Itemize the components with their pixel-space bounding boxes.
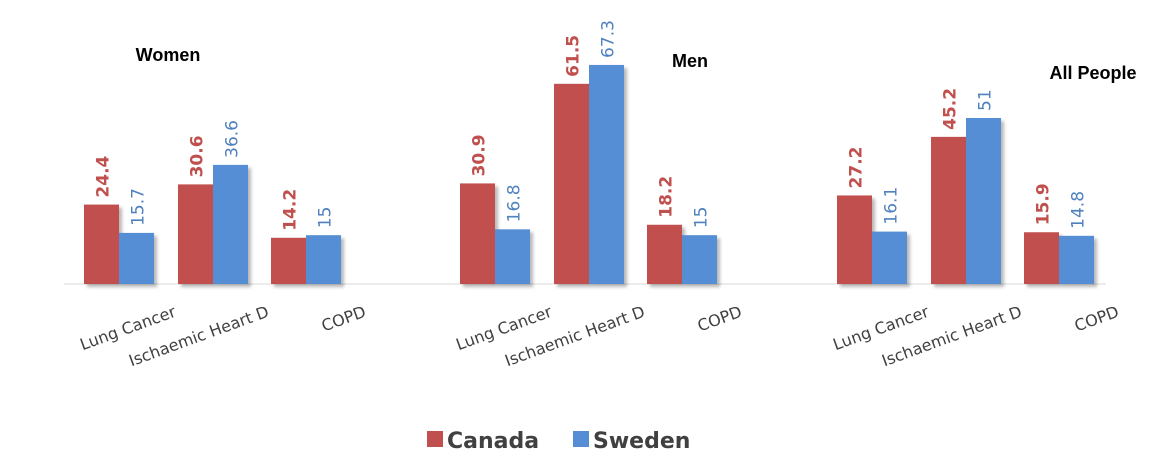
bar xyxy=(1059,235,1094,284)
data-label: 14.8 xyxy=(1069,191,1089,229)
data-label: 18.2 xyxy=(657,176,677,218)
data-label: 14.2 xyxy=(281,189,301,231)
data-label: 61.5 xyxy=(564,35,584,77)
data-label: 15 xyxy=(316,207,336,229)
bar xyxy=(119,232,154,284)
bar xyxy=(178,184,213,284)
bar xyxy=(647,224,682,284)
bar xyxy=(495,229,530,284)
data-label: 16.1 xyxy=(882,187,902,225)
panel-title: Men xyxy=(672,51,708,71)
data-label: 24.4 xyxy=(94,155,114,197)
bar xyxy=(931,136,966,284)
data-label: 67.3 xyxy=(599,20,619,58)
data-label: 27.2 xyxy=(847,147,867,189)
bar xyxy=(682,235,717,284)
bar xyxy=(306,235,341,284)
panel-title: Women xyxy=(136,45,201,65)
data-label: 15 xyxy=(692,207,712,229)
bar xyxy=(213,164,248,284)
data-label: 45.2 xyxy=(941,88,961,130)
panel-title: All People xyxy=(1049,63,1136,83)
bar xyxy=(554,83,589,284)
data-label: 51 xyxy=(976,89,996,111)
data-label: 16.8 xyxy=(505,184,525,222)
data-label: 36.6 xyxy=(223,120,243,158)
bar xyxy=(460,183,495,284)
bar xyxy=(966,117,1001,285)
data-label: 15.9 xyxy=(1034,183,1054,225)
bar xyxy=(84,204,119,284)
legend-swatch xyxy=(573,431,589,447)
data-label: 30.6 xyxy=(188,135,208,177)
x-tick-label: COPD xyxy=(1072,302,1121,335)
legend-swatch xyxy=(427,431,443,447)
legend-label: Sweden xyxy=(593,429,690,454)
bar xyxy=(872,231,907,284)
bar xyxy=(589,64,624,284)
data-label: 15.7 xyxy=(129,188,149,226)
bar xyxy=(837,195,872,284)
x-tick-label: COPD xyxy=(319,302,368,335)
bar xyxy=(271,237,306,284)
bar xyxy=(1024,232,1059,284)
legend-label: Canada xyxy=(447,429,539,454)
data-label: 30.9 xyxy=(470,134,490,176)
x-tick-label: COPD xyxy=(695,302,744,335)
